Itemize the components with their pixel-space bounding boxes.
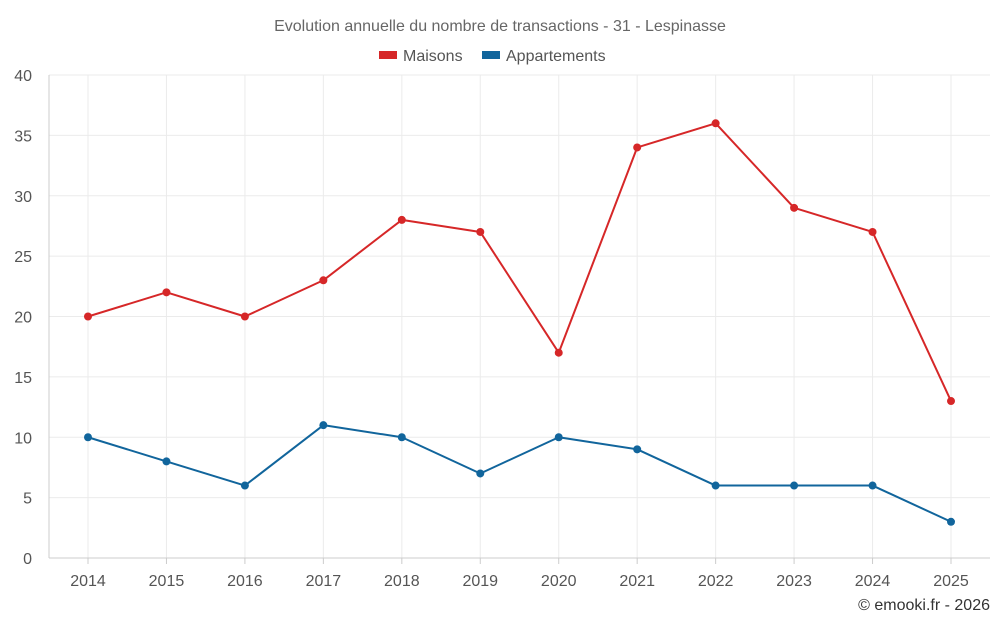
data-point-appartements[interactable]: [947, 517, 955, 526]
y-tick-label: 0: [23, 551, 32, 568]
y-tick-label: 15: [14, 370, 32, 387]
x-tick-label: 2022: [698, 573, 734, 590]
legend-swatch-maisons: [379, 51, 397, 59]
x-tick-label: 2024: [855, 573, 891, 590]
x-tick-label: 2017: [306, 573, 342, 590]
x-tick-label: 2018: [384, 573, 420, 590]
data-point-appartements[interactable]: [633, 445, 642, 454]
legend-swatch-appartements: [482, 51, 500, 59]
y-tick-label: 25: [14, 249, 32, 266]
legend: Maisons Appartements: [379, 48, 606, 65]
x-tick-label: 2025: [933, 573, 969, 590]
series-line-appartements: [87, 424, 952, 523]
data-point-appartements[interactable]: [711, 481, 720, 490]
x-tick-label: 2023: [776, 573, 812, 590]
data-point-appartements[interactable]: [554, 433, 563, 442]
y-tick-label: 35: [14, 128, 32, 145]
data-point-maisons[interactable]: [240, 312, 249, 321]
x-tick-label: 2016: [227, 573, 263, 590]
data-point-maisons[interactable]: [947, 397, 955, 406]
data-point-maisons[interactable]: [790, 203, 799, 212]
data-point-maisons[interactable]: [711, 119, 720, 128]
x-tick-label: 2014: [70, 573, 106, 590]
legend-label-maisons: Maisons: [403, 48, 463, 65]
legend-item-appartements[interactable]: Appartements: [482, 48, 606, 65]
data-point-maisons[interactable]: [397, 215, 406, 224]
data-point-appartements[interactable]: [397, 433, 406, 442]
series-line-maisons: [87, 122, 952, 402]
data-point-maisons[interactable]: [476, 227, 485, 236]
data-point-maisons[interactable]: [84, 312, 92, 321]
data-point-appartements[interactable]: [84, 433, 92, 442]
data-point-appartements[interactable]: [476, 469, 485, 478]
data-point-appartements[interactable]: [240, 481, 249, 490]
data-point-appartements[interactable]: [162, 457, 171, 466]
credit-text: © emooki.fr - 2026: [858, 597, 990, 614]
data-point-maisons[interactable]: [554, 348, 563, 357]
series-layer: [84, 119, 955, 526]
x-tick-label: 2015: [149, 573, 185, 590]
grid: [49, 74, 990, 558]
data-point-appartements[interactable]: [868, 481, 877, 490]
chart-title: Evolution annuelle du nombre de transact…: [274, 18, 726, 35]
data-point-appartements[interactable]: [790, 481, 799, 490]
y-tick-label: 20: [14, 310, 32, 327]
legend-item-maisons[interactable]: Maisons: [379, 48, 463, 65]
y-tick-label: 40: [14, 68, 32, 85]
data-point-maisons[interactable]: [868, 227, 877, 236]
y-tick-label: 10: [14, 430, 32, 447]
data-point-maisons[interactable]: [162, 288, 171, 297]
x-tick-label: 2019: [462, 573, 498, 590]
data-point-appartements[interactable]: [319, 421, 328, 430]
x-tick-label: 2020: [541, 573, 577, 590]
y-tick-label: 5: [23, 491, 32, 508]
legend-label-appartements: Appartements: [506, 48, 606, 65]
data-point-maisons[interactable]: [633, 143, 642, 152]
series-maisons: [84, 119, 955, 406]
data-point-maisons[interactable]: [319, 276, 328, 285]
y-tick-label: 30: [14, 189, 32, 206]
x-tick-label: 2021: [619, 573, 655, 590]
series-appartements: [84, 421, 955, 526]
